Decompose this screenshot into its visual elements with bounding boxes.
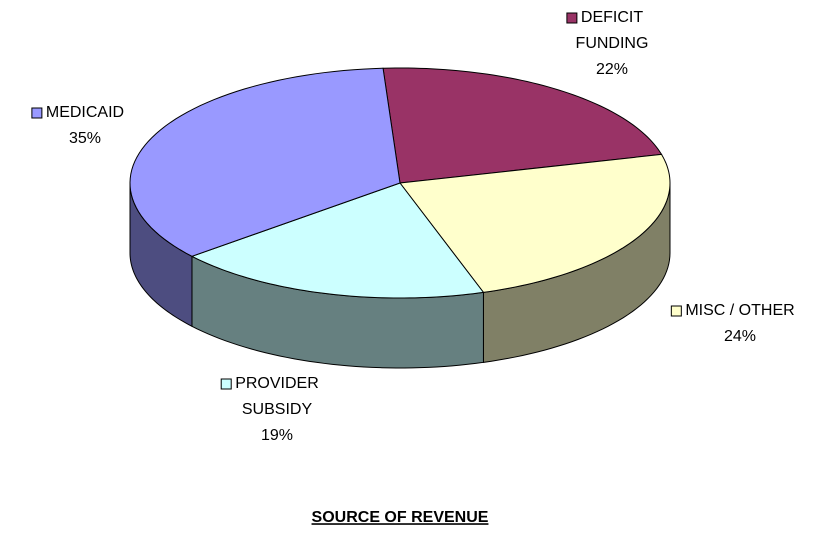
category-label: MISC / OTHER [685, 302, 794, 319]
pie-slice [129, 67, 401, 257]
pie-slice [399, 153, 671, 293]
pie-slice [190, 182, 485, 299]
legend-key [566, 12, 578, 24]
pie-sides [129, 182, 671, 369]
data-label: MEDICAID 35% [31, 104, 124, 147]
value-label: 24% [724, 328, 756, 345]
value-label: 22% [596, 61, 628, 78]
legend-key [31, 107, 43, 119]
pie-slice [382, 67, 663, 184]
category-label: DEFICIT FUNDING [576, 9, 649, 52]
pie-tops [129, 67, 671, 299]
value-label: 35% [69, 130, 101, 147]
value-label: 19% [261, 427, 293, 444]
category-label: MEDICAID [46, 104, 124, 121]
data-label: PROVIDER SUBSIDY 19% [220, 375, 319, 444]
data-label: DEFICIT FUNDING 22% [566, 9, 649, 78]
data-label: MISC / OTHER 24% [670, 302, 795, 345]
category-label: PROVIDER SUBSIDY [235, 375, 319, 418]
chart-title: SOURCE OF REVENUE [312, 509, 489, 526]
legend-key [670, 305, 682, 317]
legend-key [220, 378, 232, 390]
